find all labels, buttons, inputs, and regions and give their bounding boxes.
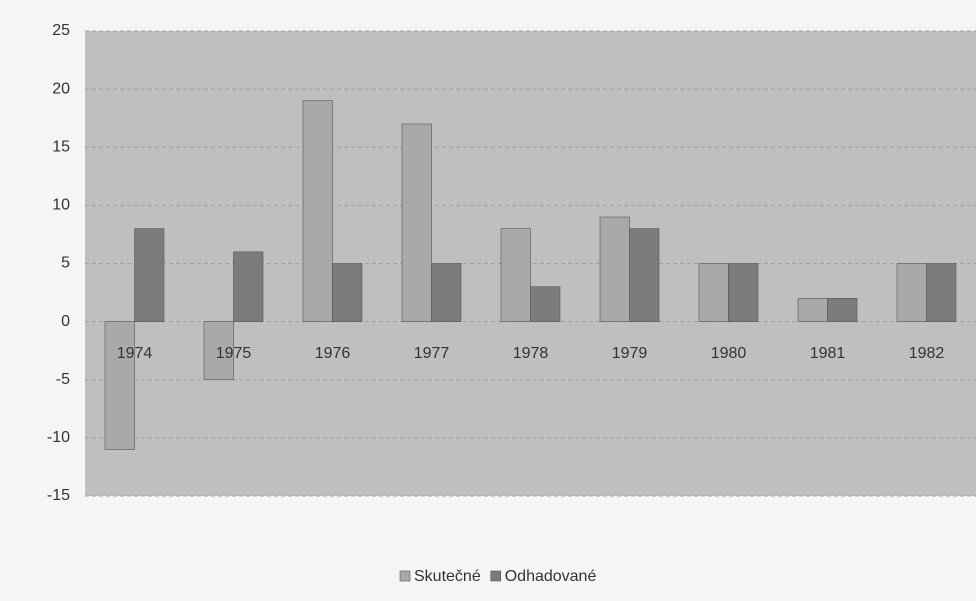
y-tick-label: 0 xyxy=(61,313,70,330)
bar xyxy=(134,228,165,322)
bar xyxy=(401,123,432,322)
bar xyxy=(926,263,957,322)
x-tick-label: 1976 xyxy=(315,345,351,362)
x-tick-label: 1980 xyxy=(711,345,747,362)
bar xyxy=(203,321,234,381)
y-tick-label: -15 xyxy=(47,487,70,504)
x-tick-label: 1979 xyxy=(612,345,648,362)
bar xyxy=(599,216,630,322)
bar xyxy=(530,286,561,322)
bar xyxy=(797,298,828,322)
y-tick-label: -10 xyxy=(47,429,70,446)
x-tick-label: 1974 xyxy=(117,345,153,362)
bar xyxy=(233,251,264,322)
y-tick-label: 15 xyxy=(52,138,70,155)
x-tick-label: 1977 xyxy=(414,345,450,362)
bar xyxy=(431,263,462,322)
legend-swatch xyxy=(490,570,502,582)
bar xyxy=(827,298,858,322)
bar xyxy=(728,263,759,322)
y-tick-label: 10 xyxy=(52,197,70,214)
bar xyxy=(332,263,363,322)
legend-swatch xyxy=(399,570,411,582)
bar xyxy=(629,228,660,322)
x-tick-label: 1978 xyxy=(513,345,549,362)
bar xyxy=(896,263,927,322)
x-tick-label: 1981 xyxy=(810,345,846,362)
x-tick-label: 1975 xyxy=(216,345,252,362)
bar xyxy=(698,263,729,322)
bar xyxy=(104,321,135,450)
bar xyxy=(500,228,531,322)
x-tick-label: 1982 xyxy=(909,345,945,362)
y-tick-label: 20 xyxy=(52,80,70,97)
legend-label: Odhadované xyxy=(505,568,597,585)
legend-label: Skutečné xyxy=(414,568,481,585)
y-tick-label: 25 xyxy=(52,22,70,39)
bar xyxy=(302,100,333,322)
y-tick-label: -5 xyxy=(56,371,70,388)
y-tick-label: 5 xyxy=(61,255,70,272)
